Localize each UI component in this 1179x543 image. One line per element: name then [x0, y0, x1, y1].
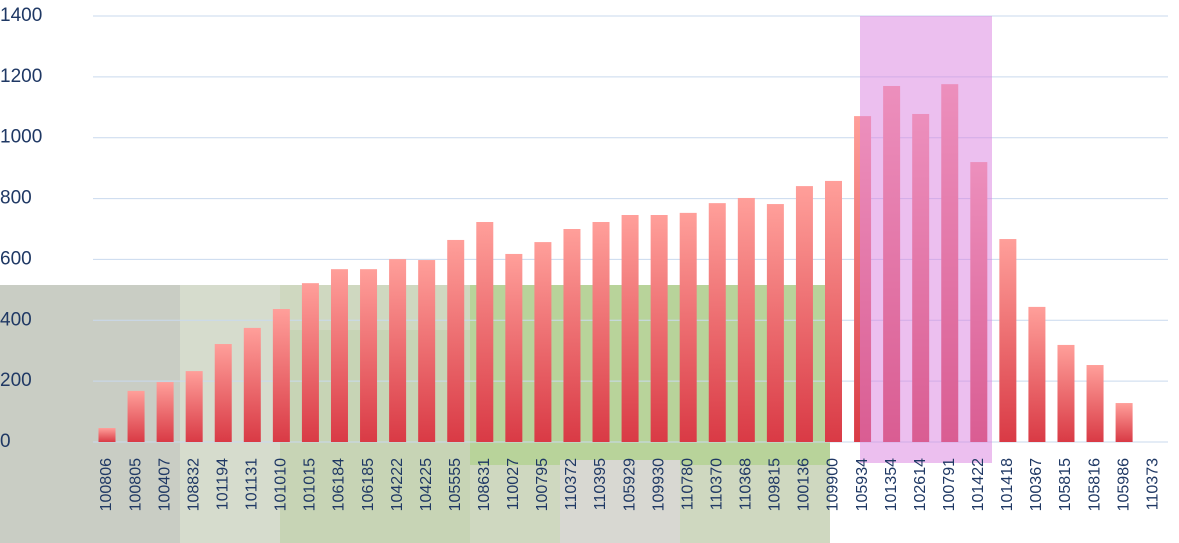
x-tick-label: 110368	[738, 458, 755, 510]
bar	[796, 186, 813, 442]
x-tick-label: 101422	[970, 458, 987, 511]
x-tick-label: 100806	[98, 458, 115, 511]
x-tick-label: 105986	[1115, 458, 1132, 511]
y-tick-label: 400	[0, 309, 32, 330]
x-tick-label: 106184	[331, 458, 348, 511]
x-tick-label: 104222	[389, 458, 406, 511]
x-tick-label: 109815	[767, 458, 784, 511]
x-tick-label: 100795	[534, 458, 551, 511]
x-tick-label: 105816	[1086, 458, 1103, 511]
x-tick-label: 101354	[883, 458, 900, 511]
x-tick-label: 101418	[999, 458, 1016, 511]
bar	[215, 344, 232, 442]
bar	[1116, 403, 1133, 442]
bar	[360, 269, 377, 442]
x-tick-label: 109930	[650, 458, 667, 511]
x-tick-label: 100136	[796, 458, 813, 511]
x-tick-label: 108631	[476, 458, 493, 511]
bar	[447, 240, 464, 442]
x-tick-label: 100407	[156, 458, 173, 511]
x-tick-label: 100791	[941, 458, 958, 511]
x-tick-label: 109900	[825, 458, 842, 511]
bar	[738, 198, 755, 442]
bar	[1057, 345, 1074, 442]
bar	[999, 239, 1016, 442]
x-tick-label: 110395	[592, 458, 609, 510]
y-tick-label: 1000	[0, 127, 42, 148]
x-tick-label: 101010	[273, 458, 290, 511]
bar	[99, 428, 116, 442]
bar	[505, 254, 522, 442]
bar	[622, 215, 639, 442]
bar	[186, 371, 203, 442]
bar	[476, 222, 493, 442]
bar	[1028, 307, 1045, 442]
x-tick-label: 105934	[854, 458, 871, 511]
bar	[651, 215, 668, 442]
x-tick-label: 105929	[621, 458, 638, 511]
x-tick-label: 101015	[302, 458, 319, 511]
bar	[680, 213, 697, 442]
bar	[331, 269, 348, 442]
chart: 0 200 400 600 800 1000 1200 1400 100806 100805 100…	[0, 0, 1179, 543]
bar	[563, 229, 580, 442]
x-tick-label: 110780	[679, 458, 696, 510]
x-tick-label: 100367	[1028, 458, 1045, 511]
bar	[825, 181, 842, 442]
x-tick-label: 101194	[214, 458, 231, 510]
highlight-region	[860, 16, 992, 463]
bar	[389, 259, 406, 442]
bar	[302, 283, 319, 442]
bar	[128, 391, 145, 442]
bar	[273, 309, 290, 442]
x-tick-label: 104225	[418, 458, 435, 511]
y-tick-label: 1400	[0, 5, 42, 26]
bar	[593, 222, 610, 442]
x-tick-label: 110373	[1144, 458, 1161, 510]
bar	[767, 204, 784, 442]
x-tick-label: 110027	[505, 458, 522, 510]
x-tick-label: 108832	[185, 458, 202, 511]
bar	[418, 260, 435, 442]
y-tick-label: 0	[0, 431, 11, 452]
bar	[534, 242, 551, 442]
y-tick-label: 800	[0, 188, 32, 209]
y-tick-label: 600	[0, 248, 32, 269]
bar	[709, 203, 726, 442]
bar	[1087, 365, 1104, 442]
x-tick-label: 110370	[708, 458, 725, 510]
x-tick-label: 105815	[1057, 458, 1074, 511]
y-tick-label: 1200	[0, 66, 42, 87]
x-tick-label: 110372	[563, 458, 580, 510]
x-tick-label: 100805	[127, 458, 144, 511]
y-tick-label: 200	[0, 370, 32, 391]
bar	[157, 382, 174, 442]
x-tick-label: 101131	[244, 458, 261, 510]
x-tick-label: 105555	[447, 458, 464, 511]
x-tick-label: 102614	[912, 458, 929, 511]
bar	[244, 328, 261, 442]
x-tick-label: 106185	[360, 458, 377, 511]
